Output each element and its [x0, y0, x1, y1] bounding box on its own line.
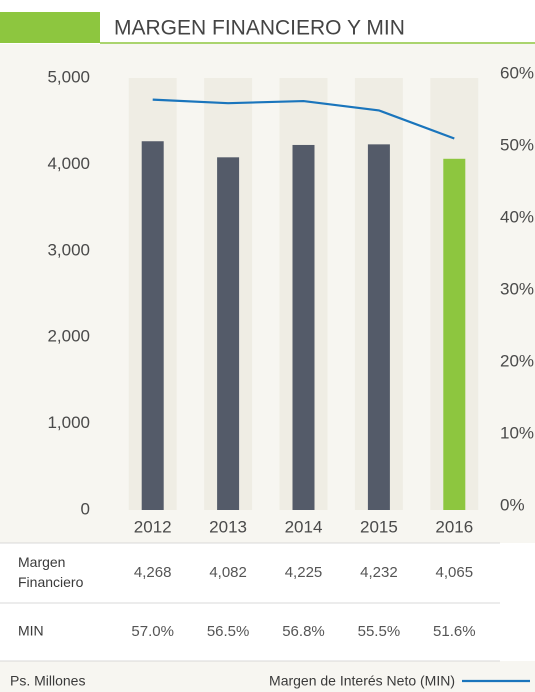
x-tick-label: 2016 [435, 517, 473, 536]
bar [217, 157, 240, 511]
y2-tick-label: 0% [500, 495, 525, 514]
x-tick-label: 2014 [285, 517, 323, 536]
x-tick-label: 2015 [360, 517, 398, 536]
y-tick-label: 5,000 [47, 67, 90, 86]
table-cell: 4,268 [134, 564, 172, 581]
row-label: MIN [18, 623, 44, 639]
table-cell: 51.6% [433, 623, 476, 640]
unit-note: Ps. Millones [10, 673, 85, 689]
y2-tick-label: 10% [500, 423, 534, 442]
x-tick-label: 2012 [134, 517, 172, 536]
y-tick-label: 3,000 [47, 240, 90, 259]
line [152, 98, 455, 140]
table-cell: 57.0% [131, 623, 174, 640]
header-accent [0, 12, 100, 43]
table-cell: 4,232 [360, 564, 398, 581]
table-cell: 4,082 [209, 564, 247, 581]
bar [443, 158, 466, 510]
table-bg [0, 543, 535, 661]
bar [367, 144, 390, 510]
table-cell: 55.5% [358, 623, 401, 640]
y-tick-label: 4,000 [47, 154, 90, 173]
y-tick-label: 1,000 [47, 413, 90, 432]
chart-title: MARGEN FINANCIERO Y MIN [114, 17, 405, 40]
y-tick-label: 0 [81, 499, 90, 518]
y2-tick-label: 40% [500, 207, 534, 226]
y2-tick-label: 20% [500, 351, 534, 370]
row-label: Margen Financiero [18, 554, 84, 590]
table-cell: 56.8% [282, 623, 325, 640]
y2-tick-label: 50% [500, 135, 534, 154]
x-tick-label: 2013 [209, 517, 247, 536]
y2-tick-label: 30% [500, 279, 534, 298]
bar [292, 144, 315, 510]
legend-label: Margen de Interés Neto (MIN) [269, 673, 455, 689]
table-cell: 4,225 [285, 564, 323, 581]
y2-tick-label: 60% [500, 63, 534, 82]
y-tick-label: 2,000 [47, 327, 90, 346]
table-cell: 4,065 [436, 564, 474, 581]
bar [141, 141, 164, 510]
table-cell: 56.5% [207, 623, 250, 640]
